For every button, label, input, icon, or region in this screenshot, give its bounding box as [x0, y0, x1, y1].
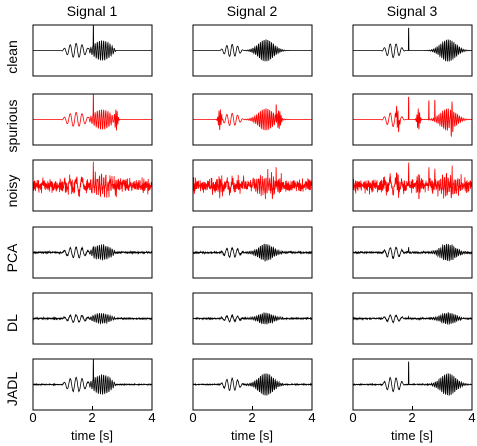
- panel-noisy-signal-2: [192, 159, 313, 212]
- panel-dl-signal-3: [352, 292, 473, 345]
- series-line-pca-signal-1: [33, 243, 152, 261]
- column-title-signal-2: Signal 2: [227, 3, 278, 19]
- series-line-clean-signal-3: [353, 27, 472, 62]
- panel-pca-signal-1: [32, 226, 153, 279]
- x-tick-col2-0: 0: [189, 410, 196, 425]
- panel-frame: [192, 292, 313, 345]
- panel-grid: [32, 24, 473, 411]
- series-line-noisy-signal-3: [353, 162, 472, 200]
- series-line-jadl-signal-1: [33, 359, 152, 395]
- panel-frame: [32, 93, 153, 146]
- series-line-jadl-signal-3: [353, 360, 472, 396]
- column-title-signal-3: Signal 3: [387, 3, 438, 19]
- series-line-pca-signal-3: [353, 243, 472, 262]
- series-line-pca-signal-2: [193, 243, 312, 262]
- row-label-jadl: JADL: [4, 372, 20, 406]
- x-axis-label-col1: time [s]: [71, 428, 113, 443]
- series-line-dl-signal-2: [193, 312, 312, 325]
- panel-jadl-signal-2: [192, 358, 313, 411]
- x-tick-col3-2: 2: [408, 410, 415, 425]
- panel-clean-signal-1: [32, 24, 153, 77]
- panel-frame: [192, 226, 313, 279]
- x-axis-label-col2: time [s]: [231, 428, 273, 443]
- panel-jadl-signal-3: [352, 358, 473, 411]
- x-tick-col3-0: 0: [349, 410, 356, 425]
- x-axis-label-col3: time [s]: [391, 428, 433, 443]
- panel-clean-signal-3: [352, 24, 473, 77]
- panel-jadl-signal-1: [32, 358, 153, 411]
- series-line-spurious-signal-3: [353, 96, 472, 138]
- x-tick-col1-2: 2: [88, 410, 95, 425]
- panel-dl-signal-2: [192, 292, 313, 345]
- panel-dl-signal-1: [32, 292, 153, 345]
- series-line-spurious-signal-2: [193, 104, 312, 131]
- panel-frame: [192, 159, 313, 212]
- column-title-signal-1: Signal 1: [67, 3, 118, 19]
- panel-noisy-signal-3: [352, 159, 473, 212]
- panel-frame: [32, 292, 153, 345]
- panel-spurious-signal-2: [192, 93, 313, 146]
- panel-frame: [32, 226, 153, 279]
- panel-frame: [352, 292, 473, 345]
- series-line-noisy-signal-1: [33, 161, 152, 198]
- x-tick-col3-4: 4: [468, 410, 475, 425]
- panel-spurious-signal-1: [32, 93, 153, 146]
- x-tick-col1-4: 4: [148, 410, 155, 425]
- panel-pca-signal-2: [192, 226, 313, 279]
- panel-frame: [32, 24, 153, 77]
- panel-frame: [192, 24, 313, 77]
- panel-frame: [352, 24, 473, 77]
- series-line-clean-signal-1: [33, 25, 152, 61]
- series-line-spurious-signal-1: [33, 94, 152, 131]
- row-label-dl: DL: [4, 314, 20, 332]
- panel-pca-signal-3: [352, 226, 473, 279]
- x-tick-col1-0: 0: [29, 410, 36, 425]
- panel-frame: [192, 93, 313, 146]
- panel-frame: [352, 93, 473, 146]
- panel-frame: [352, 226, 473, 279]
- series-line-clean-signal-2: [193, 39, 312, 62]
- row-label-pca: PCA: [4, 243, 20, 272]
- panel-spurious-signal-3: [352, 93, 473, 146]
- series-line-noisy-signal-2: [193, 167, 312, 200]
- row-label-clean: clean: [4, 40, 20, 73]
- panel-frame: [352, 159, 473, 212]
- panel-noisy-signal-1: [32, 159, 153, 212]
- row-label-spurious: spurious: [4, 100, 20, 153]
- row-label-noisy: noisy: [4, 175, 20, 208]
- x-tick-col2-2: 2: [248, 410, 255, 425]
- series-line-dl-signal-1: [33, 313, 152, 326]
- x-tick-col2-4: 4: [308, 410, 315, 425]
- series-line-jadl-signal-2: [193, 373, 312, 396]
- series-line-dl-signal-3: [353, 312, 472, 326]
- panel-frame: [32, 159, 153, 212]
- panel-clean-signal-2: [192, 24, 313, 77]
